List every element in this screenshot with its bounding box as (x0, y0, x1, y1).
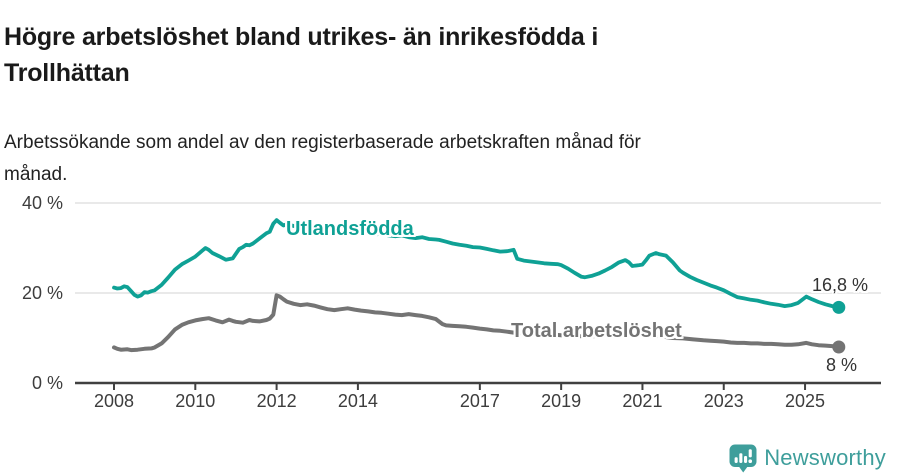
chart-subtitle-line1: Arbetssökande som andel av den registerb… (4, 132, 641, 153)
chart-subtitle-line2: månad. (4, 164, 68, 185)
series-line-0 (112, 218, 841, 310)
newsworthy-logo-text: Newsworthy (764, 445, 886, 470)
end-value-utlandsfodda: 16,8 % (812, 275, 869, 295)
page-title: Högre arbetslöshet bland utrikes- än inr… (4, 19, 884, 91)
footer-branding: Newsworthy (729, 443, 886, 473)
series-label-total-arbetsloshet: Total arbetslöshet (511, 320, 682, 342)
chart-subtitle: Arbetssökande som andel av den registerb… (4, 127, 884, 191)
x-tick-label: 2023 (703, 391, 744, 411)
end-value-total-arbetsloshet: 8 % (826, 355, 858, 375)
x-tick-label: 2014 (337, 391, 378, 411)
series-end-dot-0 (832, 300, 846, 314)
page-title-line2: Trollhättan (4, 58, 130, 87)
newsworthy-logo-icon (729, 444, 757, 473)
x-tick-label: 2021 (622, 391, 663, 411)
x-tick-label: 2012 (256, 391, 297, 411)
y-tick-label: 40 % (21, 193, 63, 213)
x-tick-label: 2025 (785, 391, 826, 411)
y-tick-label: 20 % (21, 283, 63, 303)
series-line-1 (112, 293, 841, 353)
page-title-line1: Högre arbetslöshet bland utrikes- än inr… (4, 22, 599, 51)
series-label-utlandsfodda: Utlandsfödda (286, 218, 414, 240)
series-end-dot-1 (832, 340, 846, 354)
x-tick-label: 2008 (93, 391, 135, 411)
x-tick-label: 2010 (175, 391, 216, 411)
x-tick-label: 2019 (541, 391, 582, 411)
x-tick-label: 2017 (459, 391, 500, 411)
y-tick-label: 0 % (31, 373, 63, 393)
